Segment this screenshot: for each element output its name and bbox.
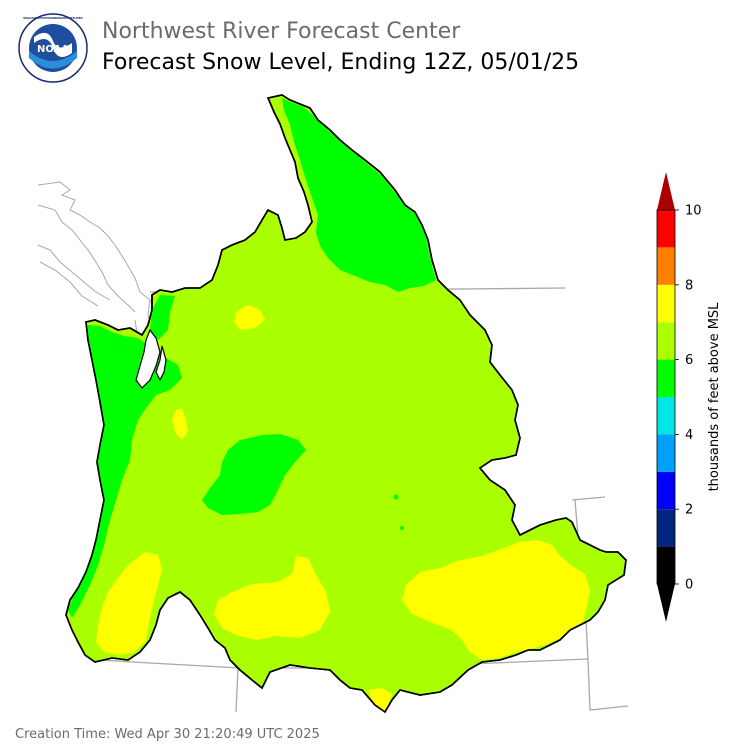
colorbar-ticks: 0 2 4 6 8 10 — [675, 204, 702, 593]
colorbar-bin-5 — [657, 359, 675, 397]
colorbar-under-arrow — [657, 584, 675, 622]
product-title: Forecast Snow Level, Ending 12Z, 05/01/2… — [102, 50, 580, 75]
colorbar: 0 2 4 6 8 10 thousands of feet above MSL — [656, 172, 722, 622]
colorbar-frame — [656, 209, 676, 585]
colorbar-bin-4 — [657, 397, 675, 435]
snow-level-7-8kft — [96, 305, 590, 712]
creation-time: Creation Time: Wed Apr 30 21:20:49 UTC 2… — [15, 727, 320, 742]
colorbar-tick-label-2: 4 — [685, 428, 693, 443]
colorbar-tick-label-4: 8 — [685, 278, 693, 293]
colorbar-title: thousands of feet above MSL — [707, 302, 722, 492]
colorbar-bin-6 — [657, 322, 675, 360]
noaa-logo: NOAA NATIONAL OCEANIC AND ATMOSPHERIC AD… — [18, 13, 88, 83]
colorbar-tick-label-5: 10 — [685, 204, 702, 219]
snow-level-5-6kft — [68, 98, 436, 618]
colorbar-tick-label-0: 0 — [685, 578, 693, 593]
logo-ring-text: NATIONAL OCEANIC AND ATMOSPHERIC ADMINIS… — [23, 16, 83, 20]
colorbar-bin-3 — [657, 434, 675, 472]
puget-sound-water — [135, 328, 167, 389]
colorbar-bin-1 — [657, 509, 675, 547]
colorbar-bin-0 — [657, 546, 675, 584]
colorbar-over-arrow — [657, 172, 675, 210]
logo-text: NOAA — [37, 44, 69, 55]
agency-title: Northwest River Forecast Center — [102, 19, 461, 44]
colorbar-tick-label-3: 6 — [685, 353, 693, 368]
basin-outline — [65, 94, 627, 714]
colorbar-bin-7 — [657, 284, 675, 323]
colorbar-bin-2 — [657, 471, 675, 510]
colorbar-bin-9 — [657, 210, 675, 248]
colorbar-bins — [657, 210, 675, 584]
colorbar-bin-8 — [657, 247, 675, 285]
colorbar-tick-label-1: 2 — [685, 503, 693, 518]
